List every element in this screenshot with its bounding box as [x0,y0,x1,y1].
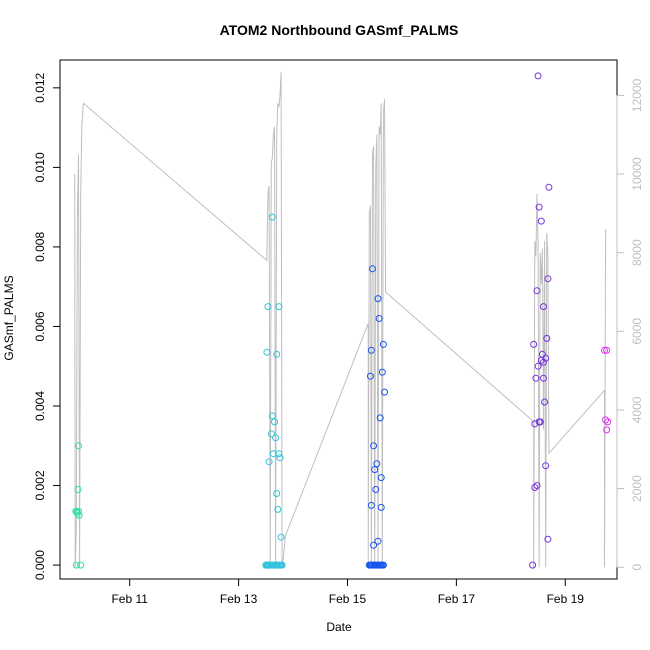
data-point [544,535,552,543]
y-tick-label: 0.010 [33,152,47,182]
data-point [535,203,543,211]
data-point [371,466,379,474]
x-tick-label: Feb 15 [329,592,367,606]
y-tick-label: 0.004 [33,391,47,421]
data-point [536,418,544,426]
data-point [374,537,382,545]
data-point [376,414,384,422]
y2-tick-label: 2000 [630,475,644,502]
data-point [264,303,272,311]
data-point [531,484,539,491]
data-point [275,450,283,458]
data-point [273,490,281,497]
data-point [366,372,374,380]
data-point [603,426,611,434]
y2-tick-label: 4000 [630,396,644,423]
data-point [379,561,387,569]
y-axis-left: 0.000 0.002 0.004 0.006 0.008 0.010 0.012 [33,72,61,580]
data-point [274,505,282,513]
x-tick-label: Feb 19 [547,592,585,606]
data-point [529,561,537,569]
data-point [533,287,541,295]
data-point [75,511,83,519]
data-point [367,501,375,509]
data-point [276,454,284,462]
data-point [604,418,612,426]
data-point [534,362,542,370]
data-point [377,503,385,511]
x-tick-label: Feb 17 [438,592,476,606]
data-point [530,340,538,348]
y-axis-right: 0 2000 4000 6000 8000 10000 12000 [616,78,644,571]
data-point [375,315,383,322]
data-point [379,340,387,348]
data-point [545,183,553,191]
data-point [540,303,547,311]
data-point [268,412,276,420]
points-layer [72,72,612,569]
data-point [537,217,545,225]
x-axis-label: Date [326,620,352,634]
y-axis-label: GASmf_PALMS [2,275,16,360]
data-point [273,350,281,358]
y-tick-label: 0.006 [33,311,47,341]
data-point [271,418,278,426]
data-point [267,430,275,438]
data-point [72,561,80,569]
data-point [603,346,611,354]
data-point [265,458,273,466]
data-point [543,334,551,342]
x-tick-label: Feb 11 [111,592,148,606]
altitude-line-layer [74,71,607,568]
data-point [542,462,550,470]
data-point [602,416,610,424]
y2-tick-label: 6000 [630,318,644,345]
y2-tick-label: 12000 [630,78,644,112]
data-point [275,303,283,311]
data-point [370,442,378,450]
data-point [370,541,378,549]
data-point [272,434,280,442]
data-point [544,275,552,283]
data-point [601,346,608,354]
y-tick-label: 0.012 [33,72,47,102]
data-point [532,374,540,382]
x-axis: Feb 11 Feb 13 Feb 15 Feb 17 Feb 19 [111,578,585,606]
data-point [75,507,82,515]
y-tick-label: 0.002 [33,470,47,500]
y2-tick-label: 8000 [630,239,644,266]
data-point [540,358,547,366]
data-point [534,72,542,80]
altitude-line [74,71,607,568]
data-point [77,561,85,569]
data-point [74,486,82,493]
chart-title: ATOM2 Northbound GASmf_PALMS [220,22,459,38]
data-point [278,561,286,569]
data-point [372,486,380,493]
y-tick-label: 0.008 [33,232,47,262]
data-point [541,398,549,406]
data-point [378,368,386,376]
y-tick-label: 0.000 [33,550,47,580]
y2-tick-label: 10000 [630,157,644,191]
data-point [277,533,285,541]
x-tick-label: Feb 13 [220,592,258,606]
data-point [367,346,375,354]
data-point [377,474,385,482]
y2-tick-label: 0 [630,564,644,571]
data-point [381,388,388,396]
data-point [540,374,547,382]
data-point [369,265,376,273]
data-point [373,460,381,468]
data-point [542,354,550,362]
data-point [75,442,82,450]
data-point [374,295,382,303]
data-point [533,482,541,489]
data-point [263,348,271,356]
data-point [268,213,276,221]
